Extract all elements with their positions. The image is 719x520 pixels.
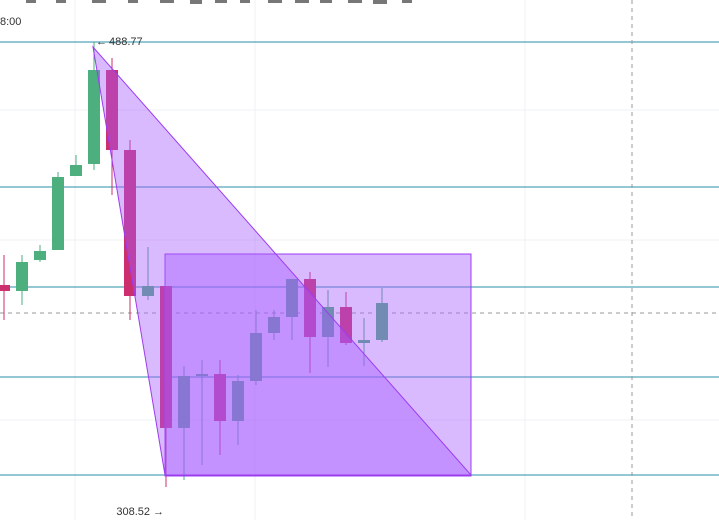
candle-body <box>124 150 136 296</box>
triangle-drawing[interactable] <box>92 45 473 476</box>
candle-body <box>268 317 280 333</box>
tool-icon[interactable] <box>92 0 106 3</box>
tool-icon[interactable] <box>190 0 202 4</box>
toolbar[interactable] <box>26 0 412 4</box>
candle-body <box>214 374 226 421</box>
tool-icon[interactable] <box>320 0 332 3</box>
candle-body <box>286 278 298 318</box>
price-label: 308.52 <box>116 506 150 518</box>
tool-icon[interactable] <box>373 0 387 4</box>
tool-icon[interactable] <box>402 0 412 3</box>
candle-body <box>88 70 100 165</box>
candles <box>0 42 388 487</box>
tool-icon[interactable] <box>215 0 227 3</box>
rectangle-drawing[interactable] <box>164 253 472 477</box>
candle-body <box>160 286 172 428</box>
tool-icon[interactable] <box>268 0 282 3</box>
labels: ← 488.77 308.52 → <box>96 36 164 518</box>
candle-body <box>196 374 208 376</box>
arrow: → <box>153 506 164 518</box>
arrow: ← <box>96 36 107 48</box>
tool-icon[interactable] <box>295 0 309 3</box>
tool-icon[interactable] <box>160 0 174 3</box>
tool-icon[interactable] <box>56 0 66 3</box>
candle-body <box>142 286 154 296</box>
candle-body <box>304 278 316 338</box>
candle-body <box>358 340 370 344</box>
candle-body <box>250 332 262 381</box>
candle-body <box>70 164 82 177</box>
candle-body <box>52 176 64 251</box>
time-label: 8:00 <box>0 16 21 28</box>
price-label: 488.77 <box>109 36 143 48</box>
tool-icon[interactable] <box>26 0 36 3</box>
candle-body <box>106 70 118 151</box>
tool-icon[interactable] <box>348 0 362 3</box>
candle-body <box>322 306 334 338</box>
candle-body <box>0 284 10 291</box>
candle-body <box>34 250 46 261</box>
candle-body <box>16 261 28 291</box>
candle-body <box>340 306 352 344</box>
tool-icon[interactable] <box>240 0 250 3</box>
candle-body <box>376 303 388 341</box>
candle-body <box>232 380 244 421</box>
tool-icon[interactable] <box>128 0 138 3</box>
candle-body <box>178 375 190 428</box>
